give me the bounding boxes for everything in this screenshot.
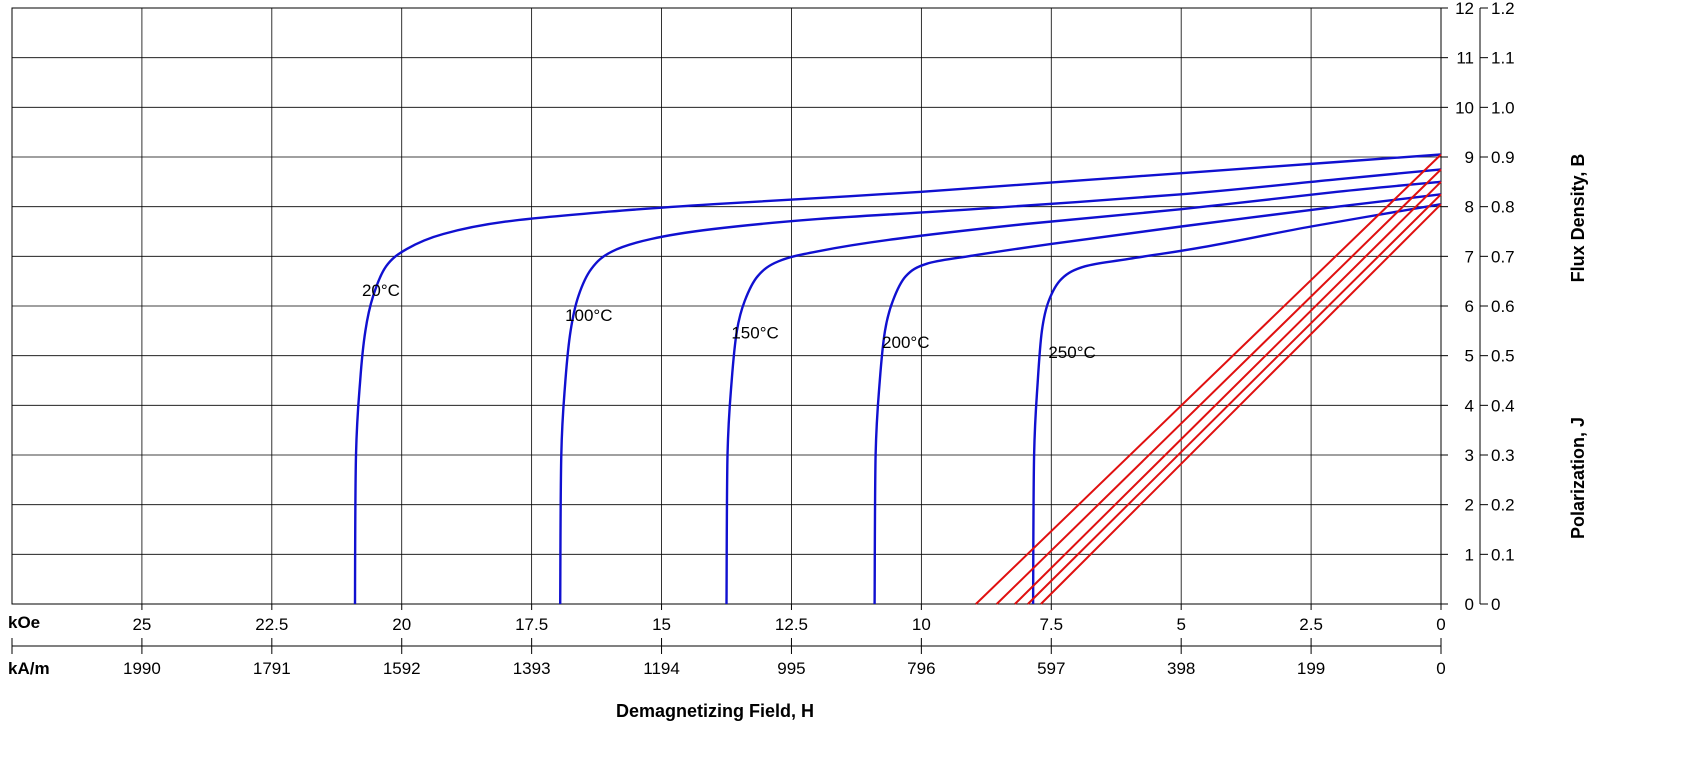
y-axis-title-j: Polarization, J xyxy=(1568,417,1588,539)
y-tick-label-kg: 10 xyxy=(1455,98,1474,117)
y-tick-label-kg: 7 xyxy=(1465,247,1474,266)
x-tick-label-kam: 597 xyxy=(1037,659,1065,678)
x-tick-label-koe: 17.5 xyxy=(515,615,548,634)
x-tick-label-kam: 1393 xyxy=(513,659,551,678)
normal-curve xyxy=(1040,203,1442,605)
x-tick-label-kam: 1592 xyxy=(383,659,421,678)
y-tick-label-kg: 1 xyxy=(1465,545,1474,564)
x-tick-label-kam: 1791 xyxy=(253,659,291,678)
y-tick-label-t: 0.9 xyxy=(1491,148,1515,167)
intrinsic-curve xyxy=(353,153,1442,605)
x-tick-label-koe: 7.5 xyxy=(1039,615,1063,634)
y-tick-label-kg: 0 xyxy=(1465,595,1474,614)
x-tick-label-koe: 10 xyxy=(912,615,931,634)
y-tick-label-t: 0.5 xyxy=(1491,347,1515,366)
intrinsic-curve xyxy=(873,193,1442,605)
x-tick-label-kam: 1990 xyxy=(123,659,161,678)
y-tick-label-kg: 12 xyxy=(1455,0,1474,18)
y-tick-label-kg: 9 xyxy=(1465,148,1474,167)
y-tick-label-t: 0.8 xyxy=(1491,198,1515,217)
curve-labels: 20°C 100°C 150°C 200°C 250°C xyxy=(362,281,1096,362)
x-tick-label-koe: 12.5 xyxy=(775,615,808,634)
x-axis-title: Demagnetizing Field, H xyxy=(616,701,814,721)
y-tick-label-kg: 11 xyxy=(1456,49,1474,68)
y-tick-label-t: 1.2 xyxy=(1491,0,1515,18)
y-tick-label-t: 1.0 xyxy=(1491,98,1515,117)
y-tick-label-kg: 4 xyxy=(1465,396,1474,415)
x-unit-kam: kA/m xyxy=(8,659,50,678)
normal-curve xyxy=(996,168,1442,605)
x-tick-label-kam: 796 xyxy=(907,659,935,678)
x-tick-label-kam: 199 xyxy=(1297,659,1325,678)
y-tick-label-t: 1.1 xyxy=(1491,49,1515,68)
y-tick-label-t: 0.7 xyxy=(1491,247,1515,266)
curve-label: 100°C xyxy=(565,306,612,325)
intrinsic-curve xyxy=(725,180,1442,605)
normal-curve xyxy=(1027,193,1442,605)
normal-curve xyxy=(1014,181,1442,605)
y-tick-label-kg: 2 xyxy=(1465,496,1474,515)
intrinsic-curve xyxy=(1031,203,1442,605)
y-tick-label-t: 0.1 xyxy=(1491,545,1515,564)
normal-curve xyxy=(975,153,1442,605)
x-tick-label-koe: 5 xyxy=(1176,615,1185,634)
x-tick-label-kam: 1194 xyxy=(643,659,680,678)
curve-label: 20°C xyxy=(362,281,400,300)
y-tick-label-kg: 3 xyxy=(1465,446,1474,465)
y-tick-label-t: 0.6 xyxy=(1491,297,1515,316)
y-tick-label-t: 0.4 xyxy=(1491,396,1515,415)
y-tick-label-t: 0 xyxy=(1491,595,1500,614)
x-tick-label-kam: 0 xyxy=(1436,659,1445,678)
x-unit-koe: kOe xyxy=(8,613,40,632)
x-tick-label-koe: 2.5 xyxy=(1299,615,1323,634)
curve-label: 250°C xyxy=(1048,343,1095,362)
x-tick-label-koe: 0 xyxy=(1436,615,1445,634)
y-axis-title-b: Flux Density, B xyxy=(1568,154,1588,283)
x-tick-label-kam: 398 xyxy=(1167,659,1195,678)
y-tick-label-t: 0.3 xyxy=(1491,446,1515,465)
curve-label: 150°C xyxy=(731,323,778,342)
y-tick-label-t: 0.2 xyxy=(1491,496,1515,515)
x-tick-label-koe: 25 xyxy=(132,615,151,634)
intrinsic-curve xyxy=(559,168,1442,605)
y-tick-label-kg: 6 xyxy=(1465,297,1474,316)
y-tick-label-kg: 8 xyxy=(1465,198,1474,217)
x-tick-label-koe: 22.5 xyxy=(255,615,288,634)
x-tick-label-koe: 20 xyxy=(392,615,411,634)
curve-label: 200°C xyxy=(882,333,929,352)
axes: kOe 25 22.5 20 17.5 15 12.5 10 7.5 5 2.5 0kA/m 1990 1… xyxy=(8,0,1515,678)
y-tick-label-kg: 5 xyxy=(1465,347,1474,366)
x-tick-label-koe: 15 xyxy=(652,615,671,634)
x-tick-label-kam: 995 xyxy=(777,659,805,678)
data-series xyxy=(353,153,1442,605)
